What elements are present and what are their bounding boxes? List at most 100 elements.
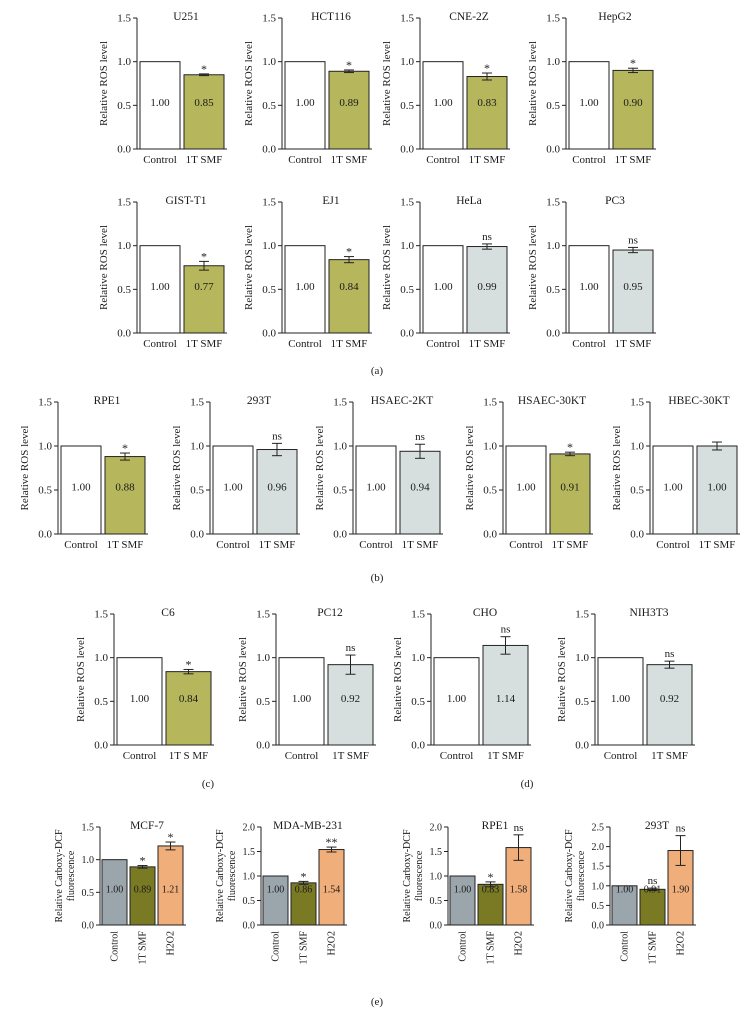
significance-marker: * xyxy=(567,440,573,454)
y-tick-label: 2.0 xyxy=(243,823,256,834)
significance-marker: * xyxy=(122,441,128,455)
value-label: 0.83 xyxy=(482,885,500,896)
chart-title: PC12 xyxy=(317,607,343,619)
y-axis-label: fluorescence xyxy=(66,850,77,901)
y-tick-label: 1.5 xyxy=(592,862,605,873)
chart-title: PC3 xyxy=(605,195,625,207)
y-axis-label: Relative ROS level xyxy=(527,41,539,126)
x-tick-label: Control xyxy=(110,931,121,962)
chart-title: EJ1 xyxy=(322,195,340,207)
y-axis-label: Relative ROS level xyxy=(314,426,326,511)
value-label: 1.00 xyxy=(71,481,91,493)
chart-title: MDA-MB-231 xyxy=(273,820,343,832)
bar-1t-smf xyxy=(612,69,654,150)
y-tick-label: 1.0 xyxy=(546,56,560,68)
y-tick-label: 0.0 xyxy=(411,740,425,752)
chart-title: RPE1 xyxy=(482,820,509,832)
x-tick-label: 1T SMF xyxy=(332,750,369,762)
y-tick-label: 1.0 xyxy=(94,652,108,664)
chart-hsaec-30kt: 0.0 0.5 1.0 1.5 HSAEC-30KT Relative ROS level… xyxy=(464,395,593,551)
x-tick-label: 1T SMF xyxy=(699,539,736,551)
y-tick-label: 0.0 xyxy=(38,529,52,541)
y-tick-label: 0.0 xyxy=(400,328,414,340)
bar-1t-s-mf xyxy=(165,671,212,746)
y-tick-label: 0.5 xyxy=(546,284,560,296)
value-label: 0.85 xyxy=(194,97,214,109)
x-tick-label: 1T SMF xyxy=(615,154,652,166)
y-tick-label: 0.5 xyxy=(82,888,95,899)
panel-label-c: (c) xyxy=(202,778,215,790)
significance-marker: ns xyxy=(514,822,524,834)
chart-title: MCF-7 xyxy=(130,820,164,832)
value-label: 1.00 xyxy=(130,693,150,705)
y-tick-label: 1.5 xyxy=(575,609,589,621)
y-tick-label: 0.5 xyxy=(190,485,204,497)
chart-mcf-7: 0.0 0.5 1.0 1.5 MCF-7 Relative Carboxy-DCF flu… xyxy=(54,820,186,964)
y-tick-label: 1.5 xyxy=(38,397,52,409)
y-tick-label: 0.5 xyxy=(483,485,497,497)
y-tick-label: 1.0 xyxy=(243,872,256,883)
chart-title: 293T xyxy=(247,395,271,407)
y-axis-label: Relative Carboxy-DCF xyxy=(402,829,413,922)
x-tick-label: H2O2 xyxy=(327,931,338,955)
chart-rpe1-e: 0.0 0.5 1.0 1.5 2.0 RPE1 Relative Carboxy-DCF f… xyxy=(402,820,534,964)
x-tick-label: 1T SMF xyxy=(107,539,144,551)
bar-control xyxy=(422,245,464,334)
y-tick-label: 1.0 xyxy=(400,56,414,68)
y-tick-label: 1.0 xyxy=(190,441,204,453)
x-tick-label: 1T SMF xyxy=(469,154,506,166)
value-label: 1.00 xyxy=(579,281,599,293)
y-tick-label: 1.0 xyxy=(38,441,52,453)
value-label: 1.58 xyxy=(510,885,528,896)
y-tick-label: 0.0 xyxy=(333,529,347,541)
y-axis-label: fluorescence xyxy=(227,850,238,901)
chart-title: HSAEC-2KT xyxy=(371,395,434,407)
y-tick-label: 1.5 xyxy=(256,609,270,621)
x-tick-label: Control xyxy=(288,154,322,166)
value-label: 0.86 xyxy=(295,885,313,896)
value-label: 1.00 xyxy=(295,97,315,109)
y-tick-label: 1.0 xyxy=(400,240,414,252)
bar-control xyxy=(139,61,181,150)
x-tick-label: Control xyxy=(143,338,177,350)
y-axis-label: Relative ROS level xyxy=(243,225,255,310)
y-tick-label: 0.5 xyxy=(262,100,276,112)
significance-marker: * xyxy=(630,56,636,70)
x-tick-label: H2O2 xyxy=(166,931,177,955)
value-label: 1.00 xyxy=(106,885,124,896)
bar-control xyxy=(611,885,638,926)
y-tick-label: 1.5 xyxy=(243,847,256,858)
x-tick-label: Control xyxy=(359,539,393,551)
y-tick-label: 1.5 xyxy=(400,13,414,25)
value-label: 1.00 xyxy=(292,693,312,705)
chart-nih3t3: 0.0 0.5 1.0 1.5 NIH3T3 Relative ROS level 1.00… xyxy=(556,607,695,762)
y-tick-label: 0.0 xyxy=(82,921,95,932)
value-label: 1.00 xyxy=(150,97,170,109)
bar-1t-smf xyxy=(399,450,441,535)
significance-marker: * xyxy=(346,58,352,72)
value-label: 0.92 xyxy=(341,693,360,705)
chart-title: CNE-2Z xyxy=(449,11,489,23)
y-axis-label: Relative ROS level xyxy=(243,41,255,126)
bar-control xyxy=(284,245,326,334)
chart-title: HBEC-30KT xyxy=(668,395,729,407)
bar-1t-smf xyxy=(466,76,508,150)
chart-title: CHO xyxy=(473,607,497,619)
chart-title: 293T xyxy=(645,820,669,832)
y-tick-label: 1.0 xyxy=(262,56,276,68)
bar-control xyxy=(449,875,476,926)
y-tick-label: 0.0 xyxy=(630,529,644,541)
y-axis-label: Relative Carboxy-DCF xyxy=(215,829,226,922)
y-tick-label: 1.0 xyxy=(592,881,605,892)
y-tick-label: 1.5 xyxy=(262,197,276,209)
x-tick-label: Control xyxy=(285,750,319,762)
chart-hela: 0.0 0.5 1.0 1.5 HeLa Relative ROS level 1.00 Co… xyxy=(381,195,510,350)
y-axis-label: Relative Carboxy-DCF xyxy=(54,829,65,922)
y-tick-label: 1.0 xyxy=(82,855,95,866)
bar-control xyxy=(568,61,610,150)
y-tick-label: 0.5 xyxy=(38,485,52,497)
x-tick-label: 1T SMF xyxy=(402,539,439,551)
value-label: 0.99 xyxy=(477,281,497,293)
x-tick-label: Control xyxy=(620,931,631,962)
